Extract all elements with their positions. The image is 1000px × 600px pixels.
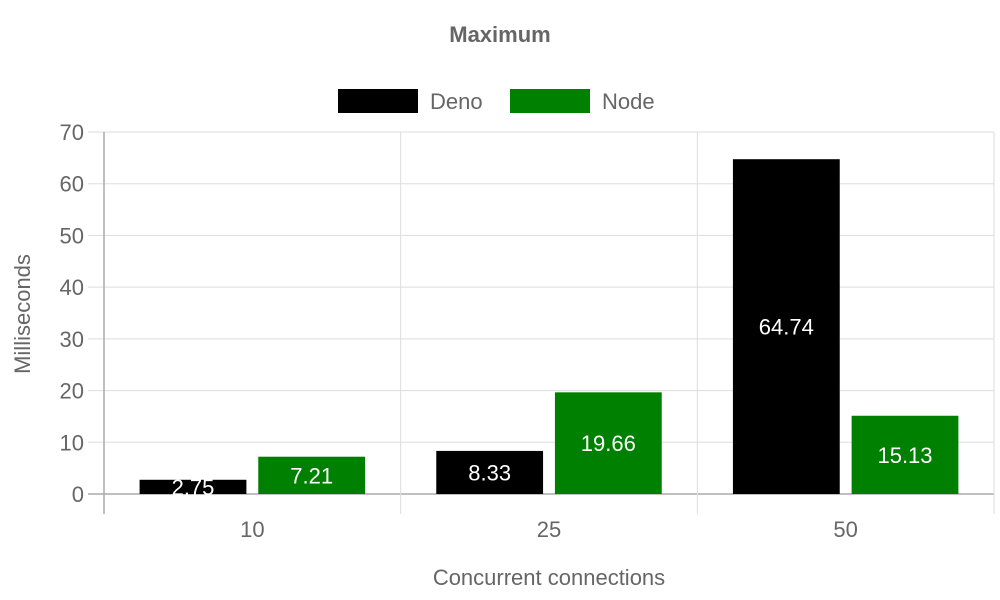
- y-tick-label: 70: [60, 120, 84, 145]
- bars: [139, 159, 959, 494]
- x-tick-label: 10: [240, 517, 264, 542]
- bar-value-label: 19.66: [581, 431, 636, 456]
- bar-labels: 2.75 8.33 64.74 7.21 19.66 15.13: [172, 315, 933, 500]
- bar-value-label: 64.74: [759, 315, 814, 340]
- bar-deno-10: [139, 479, 247, 494]
- bar-value-label: 15.13: [877, 443, 932, 468]
- chart-title: Maximum: [449, 22, 550, 47]
- x-tick-label: 50: [833, 517, 857, 542]
- legend-label-node: Node: [602, 89, 655, 114]
- y-tick-label: 0: [72, 482, 84, 507]
- legend-swatch-deno: [338, 89, 418, 113]
- bar-node-10: [258, 456, 366, 494]
- y-tick-label: 30: [60, 327, 84, 352]
- y-tick-label: 10: [60, 430, 84, 455]
- y-tick-label: 20: [60, 379, 84, 404]
- bar-deno-50: [732, 159, 840, 494]
- y-axis-ticks: 0 10 20 30 40 50 60 70: [60, 120, 84, 507]
- x-axis-title: Concurrent connections: [433, 565, 665, 590]
- bar-deno-25: [436, 450, 544, 494]
- bar-value-label: 8.33: [468, 460, 511, 485]
- grid: [88, 131, 995, 514]
- legend-swatch-node: [510, 89, 590, 113]
- bar-value-label: 2.75: [172, 475, 215, 500]
- bar-value-label: 7.21: [290, 463, 333, 488]
- y-axis-title: Milliseconds: [10, 254, 35, 374]
- y-tick-label: 60: [60, 172, 84, 197]
- bar-node-50: [851, 415, 959, 494]
- y-tick-label: 40: [60, 275, 84, 300]
- legend-label-deno: Deno: [430, 89, 483, 114]
- x-tick-label: 25: [537, 517, 561, 542]
- y-tick-label: 50: [60, 223, 84, 248]
- legend: Deno Node: [338, 89, 655, 114]
- bar-node-25: [554, 392, 662, 494]
- x-axis-ticks: 10 25 50: [240, 517, 858, 542]
